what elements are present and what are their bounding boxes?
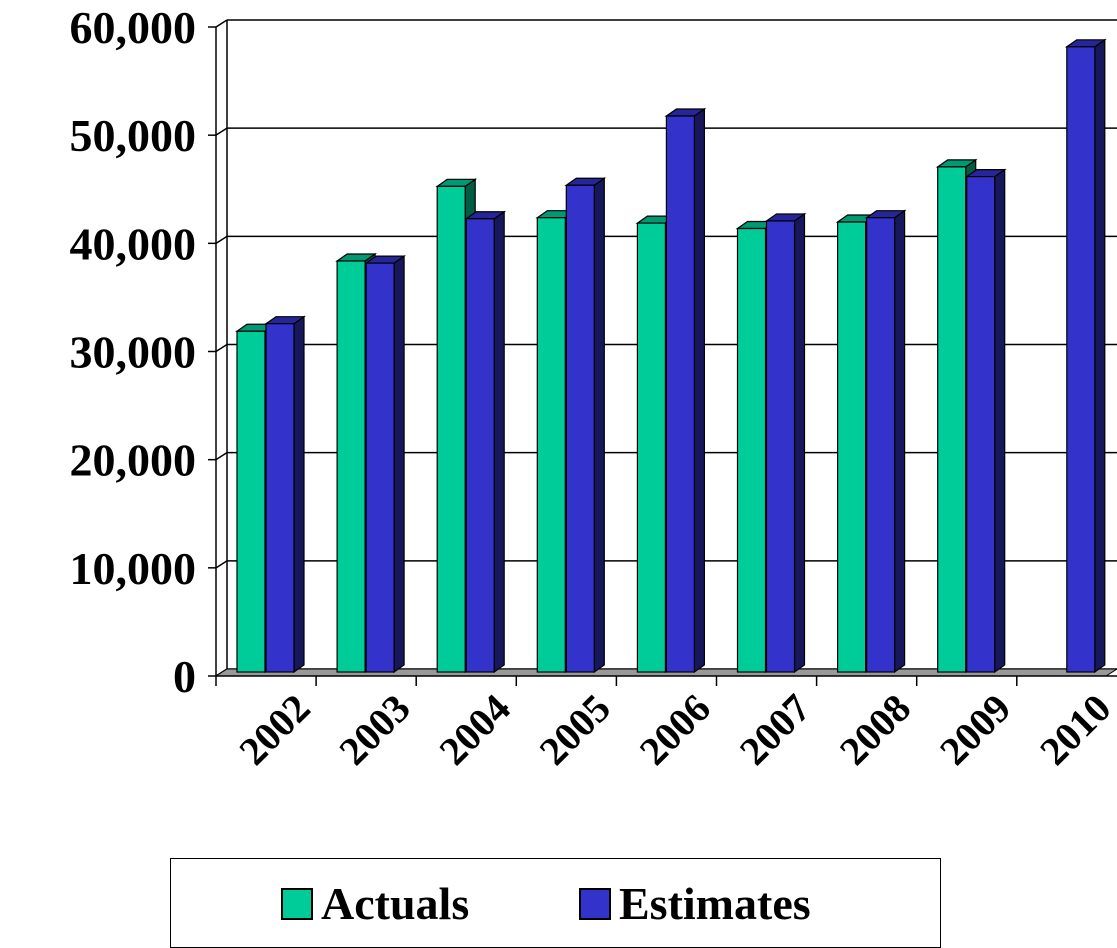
bar-front <box>736 227 767 673</box>
side-gridline <box>215 343 228 353</box>
bar-chart: 0 10,000 20,000 30,000 40,000 50,000 60,000 200… <box>70 2 1117 774</box>
bar-front <box>436 185 466 673</box>
bar-front <box>937 166 967 673</box>
bar-front <box>565 184 595 673</box>
legend-swatch-actuals <box>281 888 313 920</box>
bar-side <box>393 254 405 674</box>
bar-front <box>336 260 366 673</box>
y-tick-label: 60,000 <box>70 2 197 53</box>
x-tick-label: 2004 <box>430 685 518 773</box>
bar-estimates-2010 <box>1064 38 1107 674</box>
bar-side <box>1094 38 1106 674</box>
y-tick-label: 10,000 <box>70 543 197 594</box>
x-tick-label: 2005 <box>531 685 619 773</box>
legend-label-actuals: Actuals <box>321 878 470 929</box>
legend-item-estimates: Estimates <box>579 881 811 927</box>
x-tick-label: 2010 <box>1031 685 1117 773</box>
bar-side <box>593 177 605 674</box>
legend: Actuals Estimates <box>170 858 941 948</box>
bar-side <box>893 209 906 674</box>
bar-estimates-2007 <box>764 212 807 674</box>
bar-front <box>365 262 395 673</box>
bar-estimates-2002 <box>264 315 306 674</box>
x-tick-label: 2007 <box>731 685 819 773</box>
legend-swatch-estimates <box>579 888 611 920</box>
bar-front <box>1066 46 1096 673</box>
bar-front <box>966 175 996 673</box>
side-gridline <box>215 560 228 569</box>
bar-estimates-2005 <box>564 177 607 674</box>
bar-actuals-2006 <box>635 214 678 674</box>
bar-front <box>265 323 295 673</box>
bar-front <box>236 330 266 673</box>
side-gridline <box>215 235 228 244</box>
bar-front <box>836 221 867 673</box>
bar-front <box>465 218 495 673</box>
x-tick-label: 2009 <box>931 685 1019 773</box>
bar-estimates-2004 <box>464 210 507 674</box>
bar-front <box>536 217 566 673</box>
side-gridline <box>215 19 228 28</box>
side-gridline <box>215 452 228 461</box>
bar-estimates-2008 <box>864 209 907 674</box>
bar-side <box>994 168 1006 674</box>
bar-side <box>793 212 806 674</box>
x-tick-label: 2006 <box>631 685 719 773</box>
y-tick-label: 40,000 <box>70 218 197 269</box>
bar-estimates-2006 <box>664 107 707 674</box>
bar-estimates-2009 <box>964 168 1007 674</box>
x-tick-label: 2008 <box>831 685 919 773</box>
bar-front <box>636 222 667 673</box>
side-gridline <box>215 127 228 136</box>
legend-item-actuals: Actuals <box>281 881 469 927</box>
x-tick-label: 2003 <box>330 685 418 773</box>
bar-estimates-2003 <box>364 254 407 674</box>
bar-front <box>665 115 696 673</box>
y-tick-label: 30,000 <box>70 327 197 378</box>
y-tick-label: 0 <box>173 651 196 702</box>
bar-side <box>693 107 706 674</box>
y-tick-label: 50,000 <box>70 110 197 161</box>
bar-side <box>293 315 305 674</box>
x-tick-label: 2002 <box>230 685 318 773</box>
bar-front <box>765 220 796 673</box>
y-tick-label: 20,000 <box>70 435 197 486</box>
bar-front <box>865 217 896 673</box>
legend-label-estimates: Estimates <box>619 878 811 929</box>
bar-side <box>493 210 505 674</box>
